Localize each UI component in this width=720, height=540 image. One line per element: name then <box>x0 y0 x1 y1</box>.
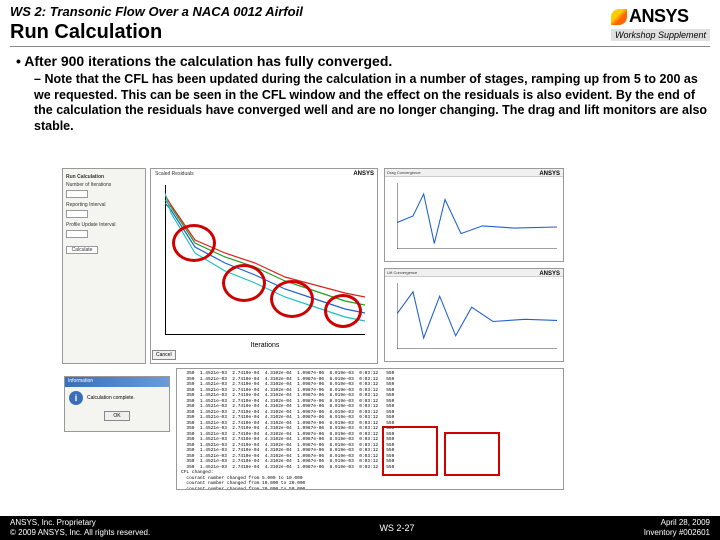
drag-chart <box>397 183 557 249</box>
x-axis-label: Iterations <box>251 342 280 349</box>
ok-button[interactable]: OK <box>104 411 130 421</box>
console-output: 350 1.4521e-03 2.7410e-04 4.3102e-04 1.0… <box>176 368 564 490</box>
footer-proprietary: ANSYS, Inc. Proprietary <box>10 518 150 528</box>
footer-left: ANSYS, Inc. Proprietary © 2009 ANSYS, In… <box>10 518 150 537</box>
workshop-title: WS 2: Transonic Flow Over a NACA 0012 Ai… <box>10 4 611 19</box>
annotation-ring-1 <box>172 224 216 262</box>
panel-brand-icon: ANSYS <box>539 271 560 277</box>
section-title: Run Calculation <box>10 21 611 44</box>
slide-header: WS 2: Transonic Flow Over a NACA 0012 Ai… <box>0 0 720 46</box>
lift-line <box>397 283 557 349</box>
bullet-main-text: After 900 iterations the calculation has… <box>24 53 392 69</box>
annotation-box-2 <box>444 432 500 476</box>
panel-brand-icon: ANSYS <box>539 171 560 177</box>
dialog-title: Information <box>65 377 169 387</box>
field-interval-label: Reporting Interval <box>66 202 142 208</box>
ansys-logo: ANSYS <box>611 6 710 27</box>
field-profile-label: Profile Update Interval <box>66 222 142 228</box>
figure-composite: Run Calculation Number of Iterations Rep… <box>62 168 662 498</box>
bullet-sub-text: Note that the CFL has been updated durin… <box>34 72 707 133</box>
annotation-box-1 <box>382 426 438 476</box>
interval-input[interactable] <box>66 210 88 218</box>
annotation-ring-3 <box>270 280 314 318</box>
console-lines: 350 1.4521e-03 2.7410e-04 4.3102e-04 1.0… <box>181 371 559 490</box>
content-area: • After 900 iterations the calculation h… <box>0 47 720 135</box>
residuals-panel: Scaled Residuals ANSYS Iterations <box>150 168 378 364</box>
drag-monitor-panel: Drag Convergence ANSYS <box>384 168 564 262</box>
footer-date: April 28, 2009 <box>644 518 710 528</box>
annotation-ring-4 <box>324 294 362 328</box>
footer-right: April 28, 2009 Inventory #002601 <box>644 518 710 537</box>
footer-inventory: Inventory #002601 <box>644 528 710 538</box>
footer-copyright: © 2009 ANSYS, Inc. All rights reserved. <box>10 528 150 538</box>
info-dialog: Information i Calculation complete. OK <box>64 376 170 432</box>
dialog-message: Calculation complete. <box>87 395 135 401</box>
supplement-label: Workshop Supplement <box>611 29 710 41</box>
panel-brand-icon: ANSYS <box>353 171 374 177</box>
header-right: ANSYS Workshop Supplement <box>611 4 710 41</box>
drag-line <box>397 183 557 249</box>
header-left: WS 2: Transonic Flow Over a NACA 0012 Ai… <box>10 4 611 44</box>
residuals-title: Scaled Residuals <box>155 171 194 177</box>
cancel-button[interactable]: Cancel <box>152 350 176 360</box>
lift-chart <box>397 283 557 349</box>
iters-input[interactable] <box>66 190 88 198</box>
lift-title: Lift Convergence <box>385 269 563 277</box>
ansys-swoosh-icon <box>611 9 627 25</box>
calculate-button[interactable]: Calculate <box>66 246 98 254</box>
info-icon: i <box>69 391 83 405</box>
panel-title: Run Calculation <box>66 174 142 180</box>
dialog-body: i Calculation complete. <box>65 387 169 409</box>
profile-input[interactable] <box>66 230 88 238</box>
bullet-main: • After 900 iterations the calculation h… <box>16 53 708 69</box>
ansys-wordmark: ANSYS <box>629 6 689 27</box>
field-iters-label: Number of Iterations <box>66 182 142 188</box>
footer-page: WS 2-27 <box>379 523 414 533</box>
fluent-tree-panel: Run Calculation Number of Iterations Rep… <box>62 168 146 364</box>
drag-title: Drag Convergence <box>385 169 563 177</box>
lift-monitor-panel: Lift Convergence ANSYS <box>384 268 564 362</box>
chart-buttons: Cancel <box>152 350 178 360</box>
annotation-ring-2 <box>222 264 266 302</box>
slide-footer: ANSYS, Inc. Proprietary © 2009 ANSYS, In… <box>0 516 720 540</box>
bullet-sub: – Note that the CFL has been updated dur… <box>34 72 708 135</box>
